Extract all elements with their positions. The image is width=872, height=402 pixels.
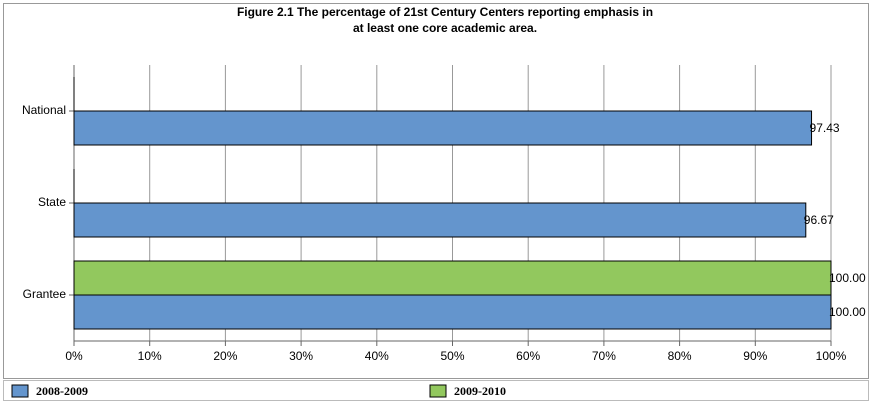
- bar: [73, 260, 832, 296]
- y-tick-label: National: [22, 103, 66, 117]
- x-tick-label: 10%: [138, 349, 162, 363]
- x-tick-label: 0%: [65, 349, 83, 363]
- data-label: 96.67: [804, 213, 834, 227]
- bar: [73, 294, 832, 330]
- y-tick-label: State: [38, 195, 66, 209]
- x-tick-label: 100%: [816, 349, 847, 363]
- x-tick-label: 90%: [743, 349, 767, 363]
- legend-label: 2009-2010: [454, 384, 506, 398]
- data-label: 97.43: [810, 121, 840, 135]
- bar: [73, 202, 807, 238]
- x-tick-label: 30%: [289, 349, 313, 363]
- legend-label: 2008-2009: [36, 384, 88, 398]
- x-tick-label: 80%: [668, 349, 692, 363]
- x-tick-label: 20%: [213, 349, 237, 363]
- data-label: 100.00: [829, 305, 866, 319]
- x-tick-label: 40%: [365, 349, 389, 363]
- x-tick-label: 50%: [440, 349, 464, 363]
- legend-swatch: [11, 384, 29, 398]
- bar: [73, 110, 813, 146]
- data-label: 100.00: [829, 271, 866, 285]
- x-tick-label: 70%: [592, 349, 616, 363]
- y-tick-label: Grantee: [23, 287, 67, 301]
- chart-title: Figure 2.1 The percentage of 21st Centur…: [237, 5, 653, 35]
- legend-swatch: [429, 384, 447, 398]
- x-tick-label: 60%: [516, 349, 540, 363]
